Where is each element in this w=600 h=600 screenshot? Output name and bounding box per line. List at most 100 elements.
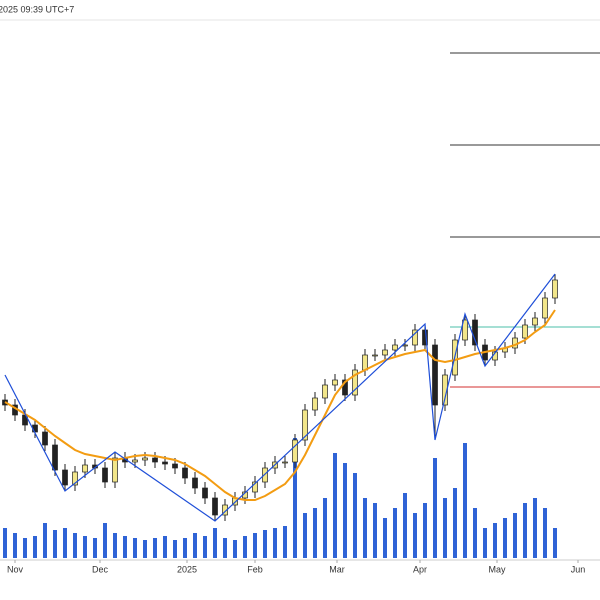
volume-bar (143, 540, 147, 558)
volume-bar (413, 513, 417, 558)
candle-body (82, 464, 88, 473)
volume-bar (93, 538, 97, 558)
candle-body (522, 324, 528, 339)
candle-body (192, 477, 198, 489)
volume-bar (483, 528, 487, 558)
candle-body (112, 457, 118, 483)
candle-body (282, 461, 288, 464)
x-tick-label: Feb (247, 564, 263, 574)
volume-bar (283, 526, 287, 558)
volume-bar (223, 538, 227, 558)
volume-bar (133, 538, 137, 558)
volume-bar (3, 528, 7, 558)
candle-body (552, 279, 558, 299)
volume-bar (353, 473, 357, 558)
candle-body (362, 354, 368, 371)
volume-bar (333, 453, 337, 558)
volume-bar (383, 518, 387, 558)
volume-bar (53, 530, 57, 558)
volume-bar (33, 536, 37, 558)
volume-bar (513, 513, 517, 558)
volume-bar (343, 463, 347, 558)
candle-body (172, 463, 178, 469)
candle-body (392, 344, 398, 351)
volume-bar (313, 508, 317, 558)
x-tick-label: Nov (7, 564, 24, 574)
volume-bar (173, 540, 177, 558)
volume-bar (363, 498, 367, 558)
volume-bar (403, 493, 407, 558)
volume-bar (243, 536, 247, 558)
volume-bar (83, 536, 87, 558)
volume-bar (423, 503, 427, 558)
volume-bar (13, 533, 17, 558)
candle-body (52, 444, 58, 471)
candle-body (152, 457, 158, 463)
candle-body (542, 297, 548, 319)
volume-bar (253, 533, 257, 558)
candle-body (252, 481, 258, 493)
volume-bar (373, 503, 377, 558)
candle-body (352, 369, 358, 396)
volume-bar (153, 538, 157, 558)
candle-body (62, 469, 68, 486)
volume-bar (533, 498, 537, 558)
volume-bar (113, 533, 117, 558)
volume-bar (73, 533, 77, 558)
candle-body (262, 467, 268, 483)
volume-bar (303, 513, 307, 558)
volume-bar (443, 498, 447, 558)
candle-body (372, 354, 378, 357)
candle-body (342, 379, 348, 396)
candle-body (382, 349, 388, 356)
volume-bar (263, 530, 267, 558)
candle-body (332, 379, 338, 386)
candle-body (302, 409, 308, 441)
candle-body (292, 439, 298, 463)
volume-bar (273, 528, 277, 558)
volume-bar (543, 508, 547, 558)
candle-body (142, 457, 148, 461)
volume-bar (183, 538, 187, 558)
candle-body (212, 497, 218, 516)
header-text: 2025 09:39 UTC+7 (0, 4, 74, 14)
volume-bar (393, 508, 397, 558)
candle-body (72, 471, 78, 486)
volume-bar (123, 536, 127, 558)
candle-body (132, 459, 138, 463)
candle-body (532, 317, 538, 326)
x-tick-label: May (488, 564, 506, 574)
volume-bar (323, 498, 327, 558)
x-tick-label: Apr (413, 564, 427, 574)
candle-body (322, 384, 328, 399)
candle-body (412, 329, 418, 346)
volume-bar (473, 508, 477, 558)
volume-bar (293, 438, 297, 558)
zigzag-line (4, 273, 556, 522)
volume-bar (453, 488, 457, 558)
volume-bar (103, 523, 107, 558)
volume-bar (523, 503, 527, 558)
x-tick-label: Jun (571, 564, 586, 574)
volume-bar (463, 443, 467, 558)
volume-bar (553, 528, 557, 558)
volume-bar (233, 540, 237, 558)
x-tick-label: 2025 (177, 564, 197, 574)
volume-bar (63, 528, 67, 558)
candle-body (462, 319, 468, 341)
candle-body (432, 344, 438, 406)
x-tick-label: Mar (329, 564, 345, 574)
volume-bar (203, 536, 207, 558)
volume-bar (493, 523, 497, 558)
volume-bar (213, 528, 217, 558)
volume-bar (433, 458, 437, 558)
candle-body (182, 467, 188, 479)
candle-body (312, 397, 318, 411)
candle-body (202, 487, 208, 499)
volume-bar (163, 536, 167, 558)
candle-body (42, 431, 48, 446)
candle-body (162, 461, 168, 465)
volume-bar (193, 533, 197, 558)
candle-body (102, 467, 108, 483)
